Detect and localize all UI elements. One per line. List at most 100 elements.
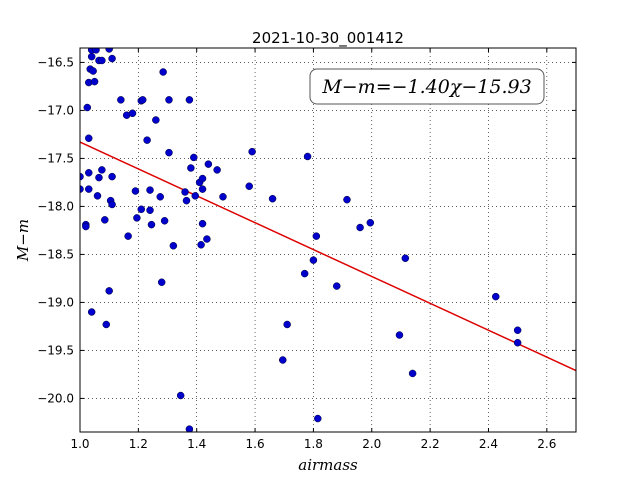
y-tick-label: −18.0 (37, 199, 74, 213)
x-axis-label: airmass (298, 456, 358, 474)
data-point (152, 116, 160, 124)
data-point (182, 196, 191, 205)
plot-frame (79, 47, 577, 433)
y-axis-label: M−m (14, 219, 32, 262)
y-tick-label: −18.5 (37, 247, 74, 261)
data-point (105, 287, 113, 295)
x-tick-label: 2.0 (362, 437, 381, 451)
data-point (108, 200, 116, 209)
data-point (185, 96, 194, 104)
data-point (169, 242, 178, 250)
data-point (80, 185, 84, 193)
data-point (333, 282, 341, 290)
data-point (245, 182, 253, 190)
chart-title: 2021-10-30_001412 (252, 29, 404, 48)
data-point (92, 48, 100, 54)
y-tick-label: −19.0 (37, 295, 74, 309)
data-point (300, 269, 309, 278)
data-point (492, 292, 500, 301)
data-point (105, 48, 113, 53)
data-point (147, 220, 156, 229)
data-point (93, 192, 102, 200)
data-point (87, 308, 96, 316)
data-point (395, 331, 404, 339)
points-layer (80, 48, 522, 432)
fit-equation-text: M−m=−1.40χ−15.93 (321, 76, 531, 98)
data-point (157, 278, 166, 286)
data-point (156, 193, 164, 201)
data-point (137, 205, 146, 214)
data-point (197, 241, 205, 249)
data-point (283, 320, 291, 329)
data-point (101, 216, 109, 224)
data-point (138, 96, 147, 104)
data-point (198, 174, 207, 183)
x-tick-label: 2.4 (479, 437, 498, 451)
data-point (143, 136, 151, 144)
data-point (124, 232, 132, 240)
data-point (213, 166, 221, 174)
data-point (85, 134, 93, 142)
data-point (89, 67, 97, 75)
data-point (204, 160, 213, 168)
data-point (146, 186, 154, 194)
data-point (314, 414, 322, 423)
data-point (408, 369, 417, 378)
data-point (513, 338, 522, 347)
data-point (98, 56, 106, 65)
data-point (191, 192, 199, 200)
y-tick-label: −20.0 (37, 391, 74, 405)
y-tick-label: −17.5 (37, 151, 74, 165)
data-point (90, 77, 99, 86)
data-point (117, 96, 125, 104)
ticks-layer: 1.0 1.2 1.4 1.6 1.8 2.0 2.2 2.4 2.6 −16.5 −17.0 −17… (37, 48, 576, 451)
data-point (312, 232, 321, 240)
y-tick-label: −16.5 (37, 55, 74, 69)
data-point (343, 195, 351, 204)
data-point (190, 153, 198, 162)
data-point (95, 173, 103, 182)
data-point (128, 109, 137, 118)
data-point (108, 172, 116, 181)
data-point (176, 391, 185, 400)
y-tick-label: −17.0 (37, 103, 74, 117)
x-tick-label: 1.2 (129, 437, 148, 451)
data-point (187, 164, 195, 172)
data-point (160, 217, 169, 225)
data-point (198, 185, 207, 193)
fit-equation-box: M−m=−1.40χ−15.93 (309, 68, 545, 105)
data-point (133, 214, 141, 222)
data-point (309, 256, 318, 264)
fit-line (80, 141, 576, 372)
x-tick-label: 1.0 (70, 437, 89, 451)
data-point (85, 169, 93, 177)
data-point (146, 206, 154, 214)
data-point (268, 194, 277, 203)
data-point (219, 193, 227, 201)
x-tick-label: 2.6 (537, 437, 556, 451)
data-point (165, 148, 173, 157)
data-point (401, 254, 410, 262)
data-point (181, 188, 189, 196)
fit-equation-frame (309, 68, 545, 105)
data-point (303, 152, 312, 161)
data-point (203, 235, 211, 243)
data-point (102, 320, 111, 329)
fit-layer (80, 141, 576, 372)
y-tick-label: −19.5 (37, 343, 74, 357)
data-point (80, 172, 84, 181)
x-tick-label: 1.4 (187, 437, 206, 451)
data-point (513, 326, 522, 334)
grid-layer (80, 48, 576, 432)
data-point (82, 222, 90, 231)
data-point (366, 218, 375, 227)
data-point (108, 54, 116, 63)
x-tick-label: 1.8 (304, 437, 323, 451)
data-point (131, 187, 140, 195)
data-point (198, 219, 207, 228)
data-point (356, 223, 364, 232)
data-point (85, 185, 93, 193)
data-point (279, 356, 287, 364)
data-point (248, 147, 256, 156)
